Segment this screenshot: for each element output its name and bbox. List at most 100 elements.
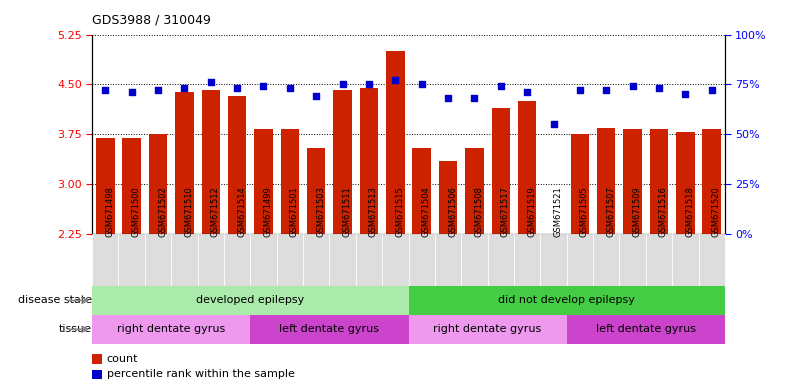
Text: count: count [107,354,138,364]
Bar [597,128,615,384]
Point [389,78,402,84]
Text: left dentate gyrus: left dentate gyrus [596,324,696,334]
Text: GSM671506: GSM671506 [448,186,457,237]
Bar [386,51,405,384]
Point [441,95,454,101]
Bar [567,234,593,286]
Bar [619,234,646,286]
Bar [250,315,409,344]
Bar [676,132,694,384]
Text: GSM671517: GSM671517 [501,186,509,237]
Bar [356,234,382,286]
Point [415,81,428,88]
Text: GSM671504: GSM671504 [421,186,431,237]
Bar [461,234,488,286]
Point [125,89,138,96]
Point [99,88,111,94]
Bar [646,234,672,286]
Text: GSM671521: GSM671521 [553,186,562,237]
Bar [439,161,457,384]
Point [310,93,323,99]
Bar [254,129,272,384]
Bar [224,234,251,286]
Point [336,81,349,88]
Bar [333,90,352,384]
Bar [514,234,541,286]
Point [363,81,376,88]
Text: GSM671502: GSM671502 [158,186,167,237]
Text: disease state: disease state [18,295,92,306]
Bar [488,234,514,286]
Text: GSM671509: GSM671509 [633,186,642,237]
Text: GSM671500: GSM671500 [131,186,141,237]
Bar [435,234,461,286]
Bar [702,129,721,384]
Point [151,88,164,94]
Point [257,83,270,89]
Bar [92,315,250,344]
Bar [465,148,484,384]
Text: percentile rank within the sample: percentile rank within the sample [107,369,295,379]
Point [231,85,244,91]
Point [547,121,560,127]
Text: developed epilepsy: developed epilepsy [196,295,304,306]
Bar [623,129,642,384]
Bar [545,236,563,384]
Bar [541,234,567,286]
Bar [360,88,378,384]
Text: right dentate gyrus: right dentate gyrus [433,324,541,334]
Text: GSM671507: GSM671507 [606,186,615,237]
Bar [119,234,145,286]
Text: right dentate gyrus: right dentate gyrus [117,324,225,334]
Point [706,88,718,94]
Bar [280,129,299,384]
Text: GSM671515: GSM671515 [396,186,405,237]
Bar [123,138,141,384]
Text: GSM671514: GSM671514 [237,186,246,237]
Bar [96,138,115,384]
Bar [672,234,698,286]
Text: GDS3988 / 310049: GDS3988 / 310049 [92,14,211,27]
Bar [329,234,356,286]
Text: GSM671499: GSM671499 [264,186,272,237]
Text: GSM671503: GSM671503 [316,186,325,237]
Bar [567,315,725,344]
Text: GSM671516: GSM671516 [659,186,668,237]
Bar [518,101,537,384]
Point [626,83,639,89]
Text: left dentate gyrus: left dentate gyrus [280,324,380,334]
Point [521,89,533,96]
Text: tissue: tissue [59,324,92,334]
Point [679,91,692,98]
Text: GSM671498: GSM671498 [105,186,115,237]
Point [574,88,586,94]
Bar [382,234,409,286]
Text: GSM671518: GSM671518 [686,186,694,237]
Point [653,85,666,91]
Bar [198,234,224,286]
Bar [593,234,619,286]
Bar [413,148,431,384]
Text: did not develop epilepsy: did not develop epilepsy [498,295,635,306]
Bar [409,315,567,344]
Text: GSM671520: GSM671520 [712,186,721,237]
Text: GSM671510: GSM671510 [184,186,193,237]
Point [178,85,191,91]
Bar [409,234,435,286]
Text: GSM671519: GSM671519 [527,186,536,237]
Bar [92,234,119,286]
Bar [250,234,276,286]
Bar [276,234,303,286]
Text: GSM671505: GSM671505 [580,186,589,237]
Bar [175,93,194,384]
Bar [650,129,668,384]
Bar [149,134,167,384]
Text: GSM671513: GSM671513 [369,186,378,237]
Point [494,83,507,89]
Bar [570,134,589,384]
Point [600,88,613,94]
Bar [228,96,247,384]
Point [284,85,296,91]
Text: GSM671508: GSM671508 [474,186,484,237]
Bar [145,234,171,286]
